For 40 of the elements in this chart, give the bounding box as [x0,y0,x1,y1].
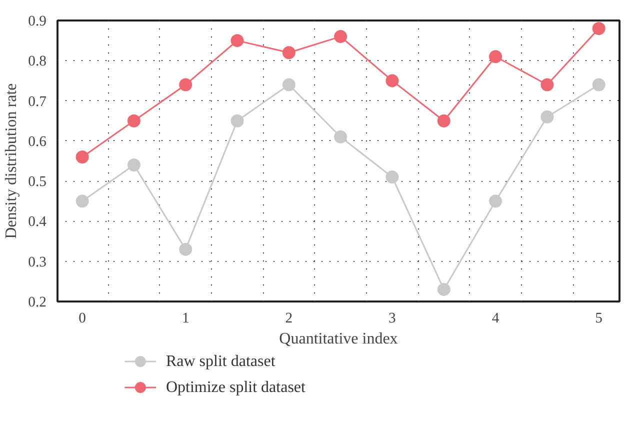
y-tick-label: 0.8 [28,54,47,70]
point [76,194,89,208]
point [76,150,89,164]
point [540,78,554,92]
x-tick-label: 0 [78,310,86,326]
x-tick-label: 4 [492,310,500,326]
legend-label: Raw split dataset [166,353,276,370]
x-tick-label: 3 [388,310,396,326]
x-tick-label: 5 [595,310,602,326]
point [282,46,296,60]
point [334,130,348,144]
point [334,30,348,44]
y-tick-label: 0.6 [28,134,47,150]
point [437,282,450,296]
y-axis-title: Density distribution rate [3,83,20,239]
point [127,114,140,128]
point [386,74,399,88]
point [230,34,244,48]
point [282,78,296,92]
y-tick-label: 0.9 [28,14,47,30]
x-tick-label: 2 [285,310,293,326]
y-tick-label: 0.2 [28,294,47,310]
point [489,194,502,208]
point [230,114,244,128]
point [179,78,192,92]
point [437,114,450,128]
point [592,78,606,92]
point [127,158,140,172]
x-tick-label: 1 [182,310,190,326]
point [386,170,399,184]
x-axis-title: Quantitative index [279,330,398,348]
y-tick-label: 0.4 [28,214,48,230]
point [592,22,606,36]
point [489,50,502,64]
legend-label: Optimize split dataset [166,379,306,396]
y-tick-label: 0.5 [28,174,47,190]
point [540,110,554,124]
point [179,242,192,256]
y-tick-label: 0.3 [28,254,47,270]
y-tick-label: 0.7 [28,94,47,110]
